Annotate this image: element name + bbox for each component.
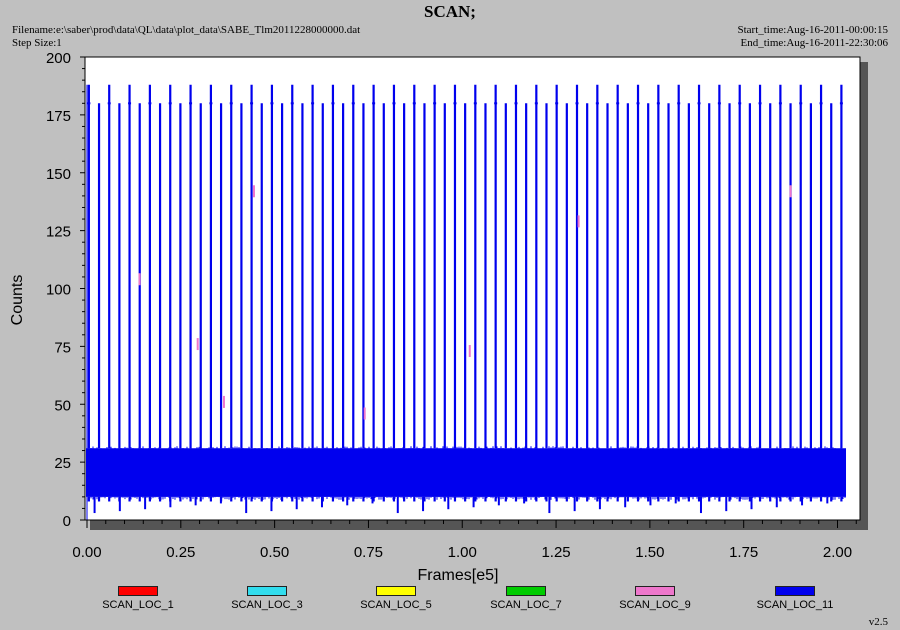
x-tick-label: 0.00 (72, 544, 101, 561)
x-tick-label: 1.75 (729, 544, 758, 561)
step-size-text: Step Size:1 (12, 37, 62, 49)
legend-label: SCAN_LOC_3 (231, 599, 303, 611)
y-tick-label: 100 (46, 282, 71, 299)
legend-label: SCAN_LOC_9 (619, 599, 691, 611)
legend-label: SCAN_LOC_11 (756, 599, 834, 611)
y-tick-label: 75 (54, 339, 71, 356)
y-axis-label: Counts (9, 275, 26, 326)
legend-swatch (775, 586, 815, 596)
chart-title: SCAN; (424, 2, 476, 21)
legend-swatch (506, 586, 546, 596)
legend-item: SCAN_LOC_9 (595, 586, 715, 611)
x-tick-label: 2.00 (823, 544, 852, 561)
plot-area (84, 56, 861, 521)
legend-label: SCAN_LOC_1 (102, 599, 174, 611)
y-tick-label: 150 (46, 166, 71, 183)
y-tick-label: 25 (54, 455, 71, 472)
series-layer (86, 84, 847, 520)
x-tick-label: 0.50 (260, 544, 289, 561)
y-tick-label: 200 (46, 50, 71, 67)
legend-swatch (247, 586, 287, 596)
x-tick-label: 1.25 (541, 544, 570, 561)
legend-item: SCAN_LOC_3 (207, 586, 327, 611)
legend-item: SCAN_LOC_5 (336, 586, 456, 611)
legend-item: SCAN_LOC_1 (78, 586, 198, 611)
legend-item: SCAN_LOC_7 (466, 586, 586, 611)
legend-swatch (376, 586, 416, 596)
time-info: Start_time:Aug-16-2011-00:00:15 End_time… (737, 24, 888, 50)
y-tick-label: 175 (46, 108, 71, 125)
x-tick-label: 0.25 (166, 544, 195, 561)
legend-label: SCAN_LOC_7 (490, 599, 562, 611)
chart-legend: SCAN_LOC_1 SCAN_LOC_3 SCAN_LOC_5 SCAN_LOC_7… (0, 586, 900, 616)
start-time-text: Start_time:Aug-16-2011-00:00:15 (737, 24, 888, 36)
legend-label: SCAN_LOC_5 (360, 599, 432, 611)
y-tick-label: 0 (63, 513, 71, 530)
x-axis-label: Frames[e5] (418, 567, 499, 584)
x-tick-label: 0.75 (354, 544, 383, 561)
x-tick-label: 1.50 (635, 544, 664, 561)
legend-item: SCAN_LOC_11 (735, 586, 855, 611)
y-tick-label: 50 (54, 397, 71, 414)
scan-loc-11-baseline-band (86, 448, 847, 497)
legend-swatch (118, 586, 158, 596)
x-tick-label: 1.00 (448, 544, 477, 561)
filename-text: Filename:e:\saber\prod\data\QL\data\plot… (12, 24, 361, 36)
end-time-text: End_time:Aug-16-2011-22:30:06 (740, 37, 888, 49)
version-label: v2.5 (868, 616, 888, 628)
axis-layer: 0 25 50 75 100 125 150 175 200 0.00 0.25 0.50 0.75 1.… (46, 50, 860, 561)
legend-swatch (635, 586, 675, 596)
file-info: Filename:e:\saber\prod\data\QL\data\plot… (12, 24, 360, 50)
y-tick-label: 125 (46, 224, 71, 241)
annotation-layer (138, 185, 792, 420)
